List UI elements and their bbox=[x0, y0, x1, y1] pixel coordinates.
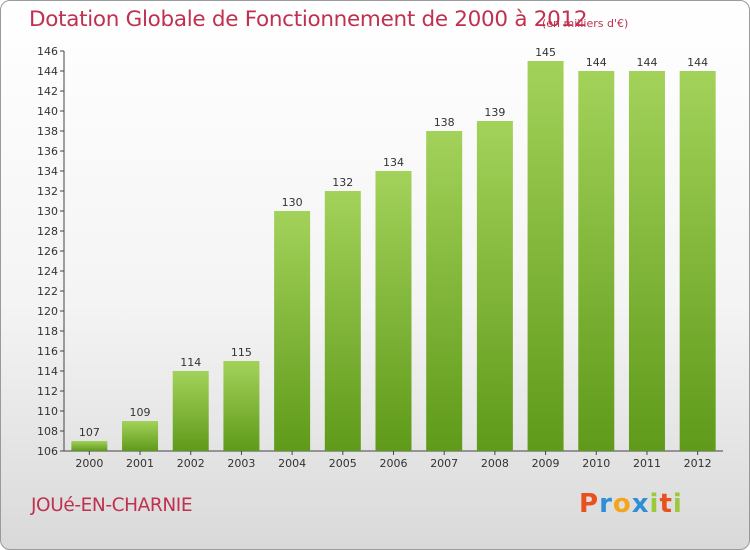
y-tick-label: 110 bbox=[37, 405, 58, 418]
logo-letter: i bbox=[672, 489, 683, 519]
y-tick-label: 116 bbox=[37, 345, 58, 358]
bar bbox=[476, 121, 513, 451]
y-tick-label: 142 bbox=[37, 85, 58, 98]
bar-value-label: 144 bbox=[687, 56, 708, 69]
x-tick-label: 2005 bbox=[329, 457, 357, 470]
y-tick-label: 120 bbox=[37, 305, 58, 318]
logo-letter: r bbox=[599, 489, 613, 519]
bar bbox=[375, 171, 412, 451]
y-tick-label: 112 bbox=[37, 385, 58, 398]
x-tick-label: 2004 bbox=[278, 457, 306, 470]
bar-value-label: 114 bbox=[180, 356, 201, 369]
logo-letter: o bbox=[612, 489, 632, 519]
x-tick-label: 2008 bbox=[481, 457, 509, 470]
y-tick-label: 134 bbox=[37, 165, 58, 178]
bar bbox=[527, 61, 564, 451]
y-tick-label: 130 bbox=[37, 205, 58, 218]
bar bbox=[71, 441, 108, 451]
y-tick-label: 124 bbox=[37, 265, 58, 278]
bar bbox=[122, 421, 159, 451]
x-tick-label: 2000 bbox=[75, 457, 103, 470]
bar bbox=[679, 71, 716, 451]
x-tick-label: 2007 bbox=[430, 457, 458, 470]
y-tick-label: 126 bbox=[37, 245, 58, 258]
commune-name: JOUé-EN-CHARNIE bbox=[31, 495, 193, 516]
bar bbox=[628, 71, 665, 451]
bar-value-label: 130 bbox=[282, 196, 303, 209]
bar bbox=[274, 211, 311, 451]
y-tick-label: 122 bbox=[37, 285, 58, 298]
chart-unit: (en milliers d'€) bbox=[542, 17, 629, 30]
y-tick-label: 136 bbox=[37, 145, 58, 158]
x-tick-label: 2009 bbox=[532, 457, 560, 470]
bar-value-label: 134 bbox=[383, 156, 404, 169]
x-tick-label: 2003 bbox=[227, 457, 255, 470]
logo-letter: P bbox=[579, 489, 600, 519]
bar-value-label: 138 bbox=[434, 116, 455, 129]
x-tick-label: 2002 bbox=[177, 457, 205, 470]
y-tick-label: 132 bbox=[37, 185, 58, 198]
bar-value-label: 144 bbox=[636, 56, 657, 69]
bar-value-label: 132 bbox=[332, 176, 353, 189]
bar-value-label: 115 bbox=[231, 346, 252, 359]
x-tick-label: 2011 bbox=[633, 457, 661, 470]
bar-value-label: 145 bbox=[535, 46, 556, 59]
y-tick-label: 140 bbox=[37, 105, 58, 118]
y-tick-label: 144 bbox=[37, 65, 58, 78]
y-tick-label: 138 bbox=[37, 125, 58, 138]
x-tick-label: 2001 bbox=[126, 457, 154, 470]
bar bbox=[324, 191, 361, 451]
y-tick-label: 106 bbox=[37, 445, 58, 458]
y-tick-label: 118 bbox=[37, 325, 58, 338]
bar bbox=[426, 131, 463, 451]
y-tick-label: 108 bbox=[37, 425, 58, 438]
y-tick-label: 146 bbox=[37, 45, 58, 58]
chart-title: Dotation Globale de Fonctionnement de 20… bbox=[29, 7, 588, 32]
bar-value-label: 144 bbox=[586, 56, 607, 69]
y-tick-label: 114 bbox=[37, 365, 58, 378]
x-tick-label: 2012 bbox=[684, 457, 712, 470]
y-tick-label: 128 bbox=[37, 225, 58, 238]
bar bbox=[578, 71, 615, 451]
bar bbox=[223, 361, 260, 451]
proxiti-logo: Proxiti bbox=[579, 489, 683, 519]
bar-value-label: 107 bbox=[79, 426, 100, 439]
x-tick-label: 2010 bbox=[582, 457, 610, 470]
bar-value-label: 139 bbox=[484, 106, 505, 119]
bar bbox=[172, 371, 209, 451]
logo-letter: t bbox=[659, 489, 673, 519]
logo-letter: x bbox=[631, 489, 650, 519]
logo-letter: i bbox=[649, 489, 660, 519]
bar-value-label: 109 bbox=[130, 406, 151, 419]
x-tick-label: 2006 bbox=[380, 457, 408, 470]
